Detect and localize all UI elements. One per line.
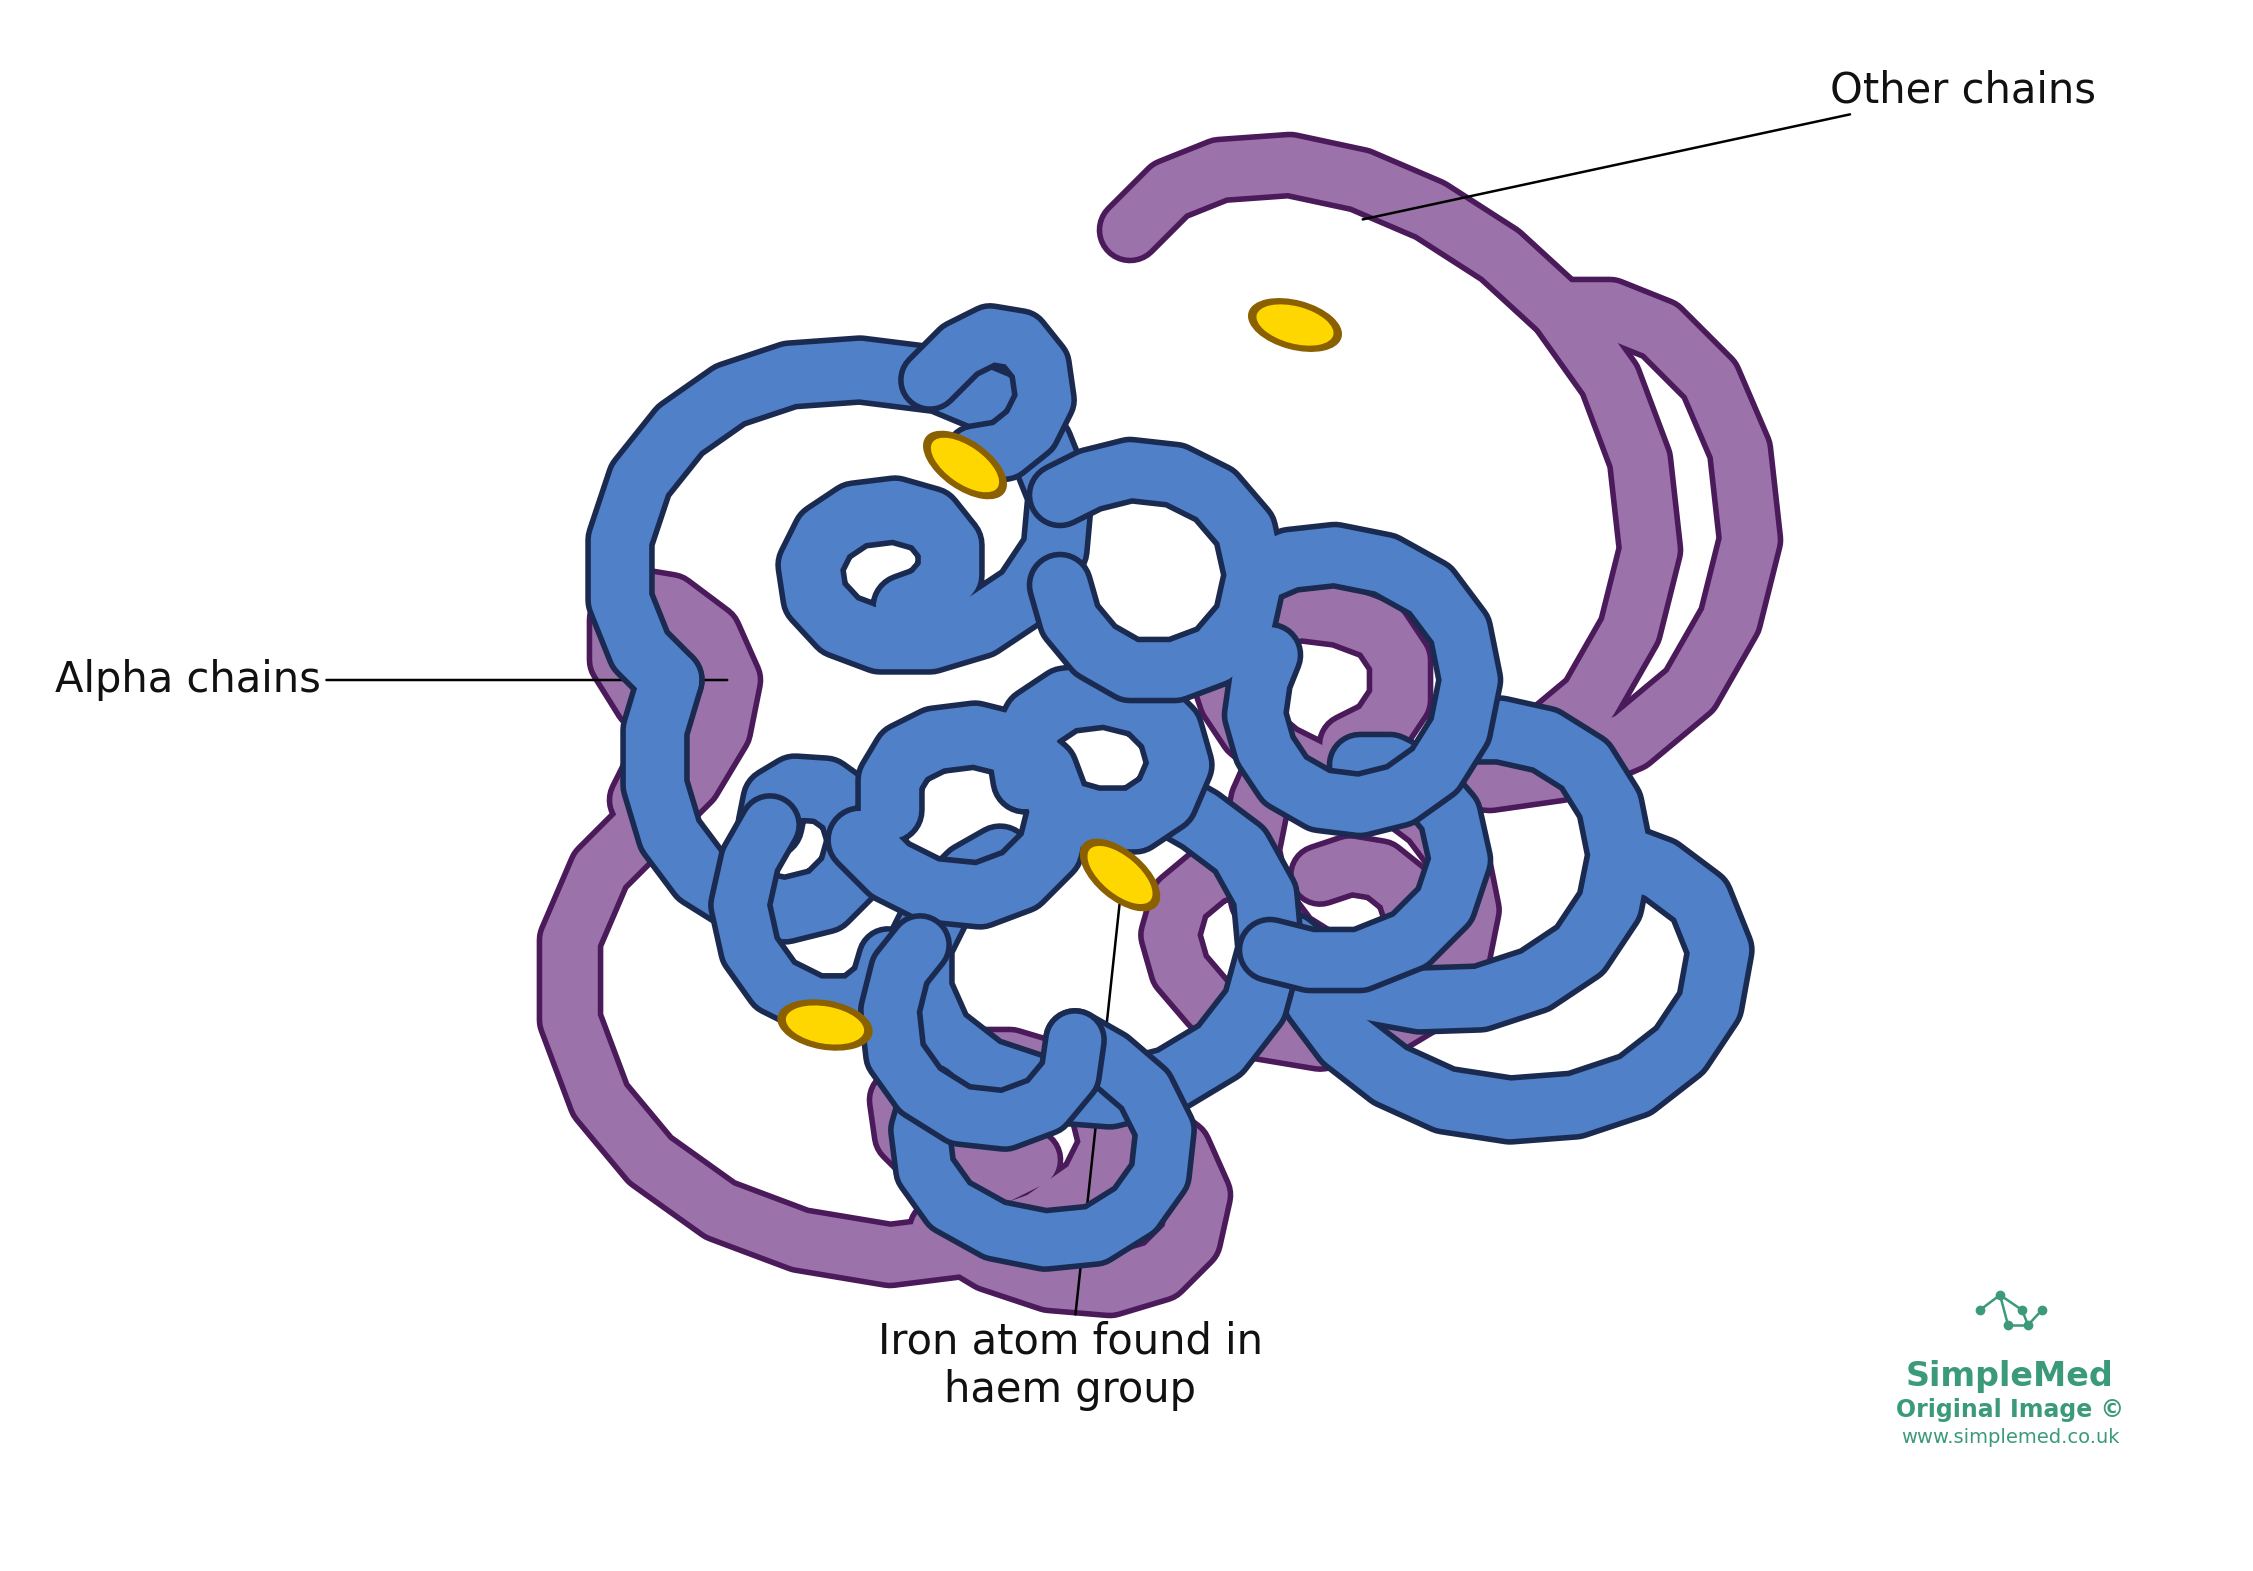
Ellipse shape xyxy=(1255,303,1336,347)
Text: Alpha chains: Alpha chains xyxy=(54,658,728,701)
Text: Iron atom found in
haem group: Iron atom found in haem group xyxy=(876,903,1262,1411)
Ellipse shape xyxy=(1086,845,1154,905)
Ellipse shape xyxy=(1248,298,1341,352)
Text: Other chains: Other chains xyxy=(1363,69,2095,220)
Ellipse shape xyxy=(777,1001,872,1049)
Text: SimpleMed: SimpleMed xyxy=(1906,1360,2113,1393)
Text: www.simplemed.co.uk: www.simplemed.co.uk xyxy=(1902,1428,2120,1447)
Ellipse shape xyxy=(1081,839,1160,911)
Text: Original Image ©: Original Image © xyxy=(1897,1398,2125,1422)
Ellipse shape xyxy=(924,432,1007,498)
Ellipse shape xyxy=(784,1004,865,1046)
Ellipse shape xyxy=(930,437,1000,493)
